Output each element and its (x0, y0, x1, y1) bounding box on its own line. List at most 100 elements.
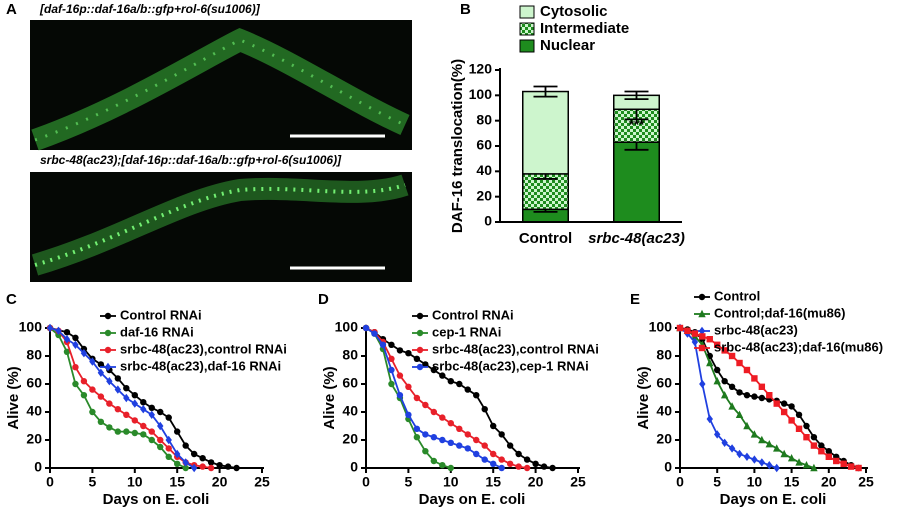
data-point (706, 336, 713, 343)
data-point (523, 456, 531, 463)
data-point (773, 463, 780, 473)
data-point (140, 405, 147, 414)
bar-segment (522, 90, 569, 175)
legend-label: srbc-48(ac23),control RNAi (432, 341, 599, 356)
data-point (106, 424, 113, 431)
legend-swatch (519, 39, 535, 53)
legend-label: Intermediate (540, 20, 629, 37)
data-point (224, 463, 232, 470)
legend-marker (104, 329, 112, 337)
data-point (721, 347, 728, 354)
x-tick-label: 20 (821, 474, 837, 490)
data-point (430, 408, 438, 416)
data-point (473, 450, 480, 458)
data-point (405, 411, 412, 418)
data-point (89, 386, 96, 393)
legend-marker (104, 312, 112, 320)
data-point (123, 428, 130, 435)
data-point (106, 400, 113, 407)
data-point (72, 340, 79, 349)
data-point (714, 430, 721, 439)
data-point (174, 428, 181, 435)
data-point (413, 434, 421, 441)
legend-label: Cytosolic (540, 3, 608, 20)
data-point (157, 421, 164, 431)
panel-letter: C (6, 291, 17, 308)
x-tick-label: 10 (747, 474, 763, 490)
y-tick-label: 20 (656, 431, 672, 447)
data-point (750, 430, 759, 438)
data-point (388, 355, 395, 362)
data-point (795, 458, 803, 466)
data-point (481, 456, 488, 463)
y-tick-label: 60 (656, 375, 672, 391)
data-point (810, 463, 818, 472)
data-point (765, 440, 773, 448)
y-tick-label: 120 (469, 61, 493, 77)
data-point (464, 431, 471, 438)
legend-label: srbc-48(ac23) (714, 322, 798, 337)
data-point (736, 449, 743, 459)
data-point (140, 431, 147, 438)
data-point (506, 460, 514, 467)
data-point (743, 366, 751, 374)
y-tick-label: 0 (484, 213, 492, 229)
data-point (439, 462, 446, 469)
y-tick-label: 0 (350, 459, 358, 475)
data-point (430, 457, 438, 465)
data-point (72, 380, 79, 388)
data-point (447, 439, 454, 446)
y-axis-label: Alive (%) (635, 366, 652, 429)
legend-marker (698, 326, 706, 336)
data-point (506, 442, 514, 449)
legend-marker (698, 344, 706, 352)
data-point (131, 392, 138, 399)
data-point (840, 460, 847, 467)
x-tick-label: 25 (858, 474, 874, 490)
data-point (216, 462, 223, 469)
data-point (405, 383, 412, 390)
data-point (97, 368, 105, 377)
data-point (736, 359, 743, 367)
data-point (89, 408, 96, 416)
data-point (439, 372, 446, 379)
data-point (207, 464, 215, 472)
legend-label: Nuclear (540, 37, 595, 54)
legend-label: srbc-48(ac23),cep-1 RNAi (432, 358, 589, 373)
image-caption: [daf-16p::daf-16a/b::gfp+rol-6(su1006)] (39, 2, 261, 16)
data-point (182, 442, 189, 449)
legend-label: srbc-48(ac23),control RNAi (120, 341, 287, 356)
x-tick-label: 5 (89, 474, 97, 490)
x-axis-label: Days on E. coli (103, 491, 210, 508)
data-point (721, 378, 728, 385)
data-point (140, 399, 147, 406)
data-point (72, 364, 79, 371)
y-tick-label: 20 (342, 431, 358, 447)
y-tick-label: 40 (476, 162, 492, 178)
data-point (439, 414, 446, 421)
data-point (751, 375, 758, 382)
data-point (833, 457, 840, 465)
data-point (114, 428, 122, 435)
data-point (131, 399, 138, 408)
bar-segment (613, 141, 660, 223)
data-point (532, 460, 539, 467)
y-tick-label: 60 (476, 137, 492, 153)
data-point (464, 386, 471, 393)
data-point (714, 366, 721, 374)
data-point (498, 431, 505, 438)
y-tick-label: 40 (656, 403, 672, 419)
y-axis-label: DAF-16 translocation(%) (449, 59, 466, 233)
data-point (743, 452, 751, 461)
data-point (413, 425, 421, 432)
data-point (396, 392, 404, 399)
x-tick-label: Control (519, 230, 572, 247)
x-tick-label: 20 (212, 474, 228, 490)
data-point (714, 341, 721, 348)
data-point (174, 449, 181, 459)
data-point (72, 334, 79, 341)
legend-marker (416, 346, 424, 354)
data-point (140, 422, 147, 430)
data-point (549, 464, 556, 472)
data-point (388, 341, 395, 348)
